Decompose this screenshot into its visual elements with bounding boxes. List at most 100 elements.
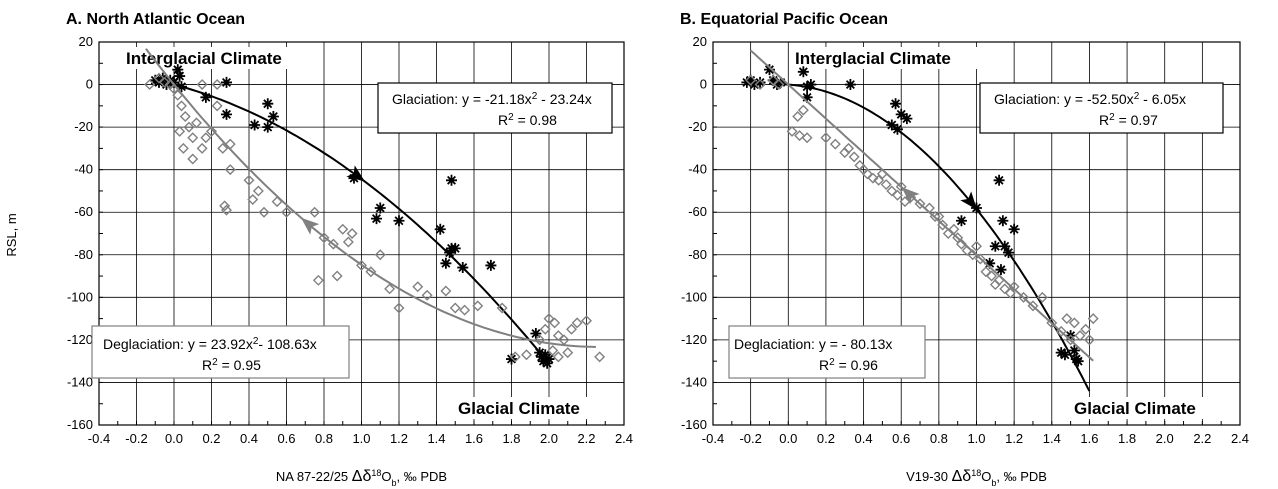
data-point-diamond [206,125,217,137]
equation-part: - 6.05x [1139,91,1186,107]
data-point-diamond [224,138,236,150]
data-point-diamond [1068,317,1080,329]
data-point-diamond [914,198,926,210]
data-point-diamond [534,334,546,346]
y-tick-label: -40 [74,162,93,177]
r2-value: = 0.95 [218,357,261,373]
data-point-diamond [174,125,186,137]
data-point-diamond [552,330,564,342]
series-deglaciation [144,48,606,363]
x-tick-label: 0.2 [202,431,220,446]
data-point-diamond [247,193,259,205]
data-point-diamond [566,323,577,335]
x-tick-label: 0.2 [817,431,835,446]
data-point-asterisk [767,74,779,86]
data-point-diamond [144,79,156,91]
y-tick-label: -100 [67,289,93,304]
glacial-label: Glacial Climate [1074,399,1196,418]
x-axis-label-part: V19-30 [906,469,948,484]
data-point-diamond [547,345,559,357]
data-point-diamond [374,249,386,261]
x-axis-label: NA 87-22/25 Δδ18Ob, ‰ PDB [276,468,447,488]
y-tick-label: -160 [67,417,93,432]
data-point-asterisk [993,174,1005,186]
y-tick-label: -160 [681,417,707,432]
x-tick-label: 0.0 [779,431,797,446]
x-tick-label: 1.0 [967,431,985,446]
x-tick-label: 0.4 [855,431,873,446]
data-point-asterisk [457,262,469,274]
deglaciation-equation: Deglaciation: y = - 80.13x [734,336,892,352]
data-point-asterisk [1003,247,1014,259]
data-point-diamond [820,132,832,144]
data-point-diamond [521,349,532,361]
r2-exponent: 2 [829,357,835,368]
data-point-asterisk [200,91,212,103]
data-point-diamond [794,130,806,142]
data-point-asterisk [221,108,232,120]
data-point-diamond [159,76,171,88]
data-point-asterisk [174,70,186,82]
data-point-diamond [183,121,195,133]
x-tick-label: 2.0 [540,431,558,446]
data-point-diamond [867,172,879,184]
interglacial-label: Interglacial Climate [126,49,282,68]
deglaciation-r2: R2 = 0.96 [819,357,878,374]
y-tick-label: -80 [688,247,707,262]
r2-symbol: R [202,357,212,373]
data-point-asterisk [844,79,856,91]
x-tick-label: 2.2 [1193,431,1211,446]
y-axis-label: RSL, m [4,213,19,256]
data-point-diamond [211,100,223,112]
r2-value: = 0.96 [835,357,878,373]
data-point-asterisk [801,81,813,93]
plot-frame [98,41,625,426]
data-point-diamond [221,204,232,216]
data-point-asterisk [1059,349,1071,361]
data-point-diamond [745,74,757,86]
data-point-diamond [549,317,561,329]
data-point-diamond [224,164,236,176]
x-tick-label: -0.4 [88,431,110,446]
data-point-diamond [217,142,229,154]
chart-panel-a: A. North Atlantic Ocean -0.4 -0.2 0.0 0.2 0.4… [4,11,633,488]
y-tick-label: -140 [67,374,93,389]
data-point-diamond [337,223,349,235]
x-tick-label: 2.0 [1156,431,1174,446]
deglaciation-r2: R2 = 0.95 [202,357,261,374]
x-axis-label-part: Δδ [952,468,972,485]
data-point-asterisk [536,351,547,363]
data-point-diamond [1061,313,1073,325]
y-tick-label: -80 [74,247,93,262]
data-point-diamond [200,132,212,144]
data-point-diamond [309,206,321,218]
x-tick-label: 1.2 [1005,431,1023,446]
data-point-diamond [801,132,813,144]
data-point-diamond [327,238,339,250]
data-point-diamond [552,351,564,363]
data-point-diamond [767,74,779,86]
data-point-asterisk [901,113,913,125]
climate-label-bg [452,397,612,419]
data-point-diamond [967,249,979,261]
x-axis-label-part: O [381,469,391,484]
data-point-diamond [365,266,377,278]
data-point-asterisk [999,240,1011,252]
data-point-diamond [937,219,949,231]
data-point-asterisk [348,172,360,184]
x-tick-label: 2.2 [577,431,595,446]
data-point-diamond [905,191,917,203]
data-point-diamond [331,270,343,282]
x-axis-label-part: b [991,478,996,488]
x-tick-label: -0.4 [702,431,724,446]
data-point-diamond [923,202,935,214]
data-point-asterisk [249,119,261,131]
data-point-asterisk [541,357,553,369]
equation-part: Glaciation: y = -21.18x [392,91,532,107]
data-point-diamond [243,174,255,186]
deglaciation-equation-box [91,325,350,379]
data-point-diamond [971,240,982,252]
data-point-diamond [412,281,424,293]
series-glaciation [149,64,555,369]
data-point-diamond [191,117,202,129]
